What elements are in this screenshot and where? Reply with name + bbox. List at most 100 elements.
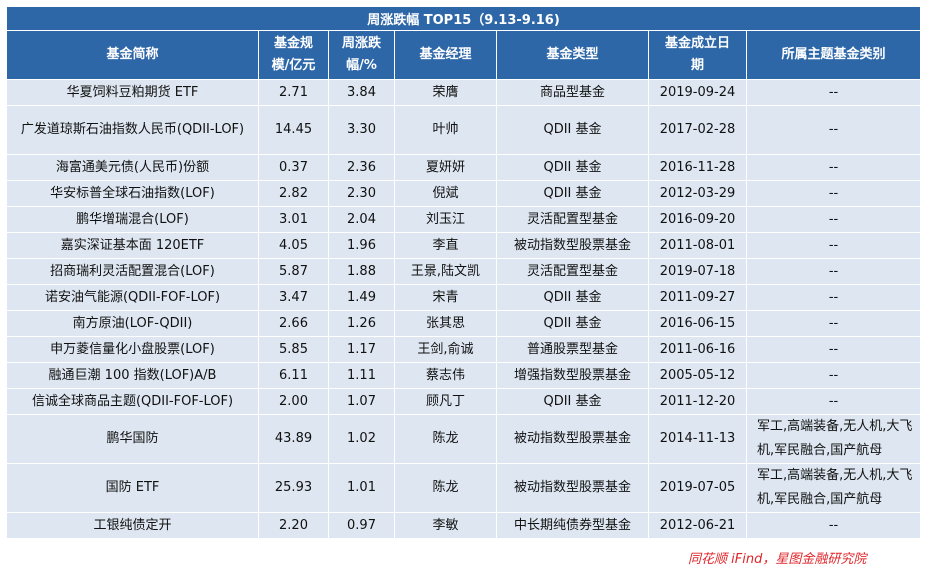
manager-cell: 李直 [394, 232, 497, 259]
fund-name-cell: 鹏华增瑞混合(LOF) [6, 206, 259, 233]
table-row: 鹏华增瑞混合(LOF) 3.01 2.04 刘玉江 灵活配置型基金 2016-09-20-… [6, 206, 922, 233]
fund-size-cell: 0.37 [258, 154, 329, 181]
theme-cell: -- [745, 79, 922, 106]
manager-cell: 夏妍妍 [394, 154, 497, 181]
fund-type-cell: 灵活配置型基金 [496, 206, 649, 233]
weekly-change-cell: 3.84 [328, 79, 395, 106]
source-note: 同花顺 iFind，星图金融研究院 [688, 552, 867, 567]
fund-name-cell: 南方原油(LOF-QDII) [6, 310, 259, 337]
manager-cell: 王剑,俞诚 [394, 336, 497, 363]
weekly-change-cell: 2.36 [328, 154, 395, 181]
fund-name-cell: 诺安油气能源(QDII-FOF-LOF) [6, 284, 259, 311]
inception-date-cell: 2011-09-27 [648, 284, 747, 311]
inception-date-cell: 2011-12-20 [648, 388, 747, 415]
table-row: 海富通美元债(人民币)份额 0.37 2.36 夏妍妍 QDII 基金 2016-11-2… [6, 154, 922, 181]
fund-type-cell: 普通股票型基金 [496, 336, 649, 363]
inception-date-cell: 2017-02-28 [648, 105, 747, 155]
fund-type-cell: QDII 基金 [496, 180, 649, 207]
theme-cell: 军工,高端装备,无人机,大飞机,军民融合,国产航母 [745, 414, 922, 464]
fund-size-cell: 2.66 [258, 310, 329, 337]
fund-table-container: 周涨跌幅 TOP15（9.13-9.16) 基金简称 基金规 模/亿元 周涨跌 幅/… [5, 6, 922, 539]
fund-name-cell: 申万菱信量化小盘股票(LOF) [6, 336, 259, 363]
fund-name-cell: 国防 ETF [6, 463, 259, 513]
theme-cell: -- [745, 284, 922, 311]
inception-date-cell: 2014-11-13 [648, 414, 747, 464]
manager-cell: 宋青 [394, 284, 497, 311]
header-weekly-change: 周涨跌 幅/% [328, 30, 395, 80]
table-row: 华夏饲料豆粕期货 ETF 2.71 3.84 荣膺 商品型基金 2019-09-24 -- [6, 79, 922, 106]
weekly-change-cell: 3.30 [328, 105, 395, 155]
fund-name-cell: 嘉实深证基本面 120ETF [6, 232, 259, 259]
weekly-change-cell: 1.11 [328, 362, 395, 389]
table-row: 申万菱信量化小盘股票(LOF) 5.85 1.17 王剑,俞诚 普通股票型基金 2011-… [6, 336, 922, 363]
theme-cell: -- [745, 362, 922, 389]
weekly-change-cell: 0.97 [328, 512, 395, 539]
table-row: 华安标普全球石油指数(LOF) 2.82 2.30 倪斌 QDII 基金 2012-03-… [6, 180, 922, 207]
theme-cell: 军工,高端装备,无人机,大飞机,军民融合,国产航母 [745, 463, 922, 513]
manager-cell: 王景,陆文凯 [394, 258, 497, 285]
header-fund-size: 基金规 模/亿元 [258, 30, 329, 80]
fund-type-cell: 被动指数型股票基金 [496, 414, 649, 464]
manager-cell: 刘玉江 [394, 206, 497, 233]
fund-size-cell: 2.82 [258, 180, 329, 207]
inception-date-cell: 2019-07-18 [648, 258, 747, 285]
weekly-change-cell: 1.07 [328, 388, 395, 415]
fund-size-cell: 2.20 [258, 512, 329, 539]
manager-cell: 倪斌 [394, 180, 497, 207]
weekly-change-cell: 2.30 [328, 180, 395, 207]
theme-cell: -- [745, 206, 922, 233]
fund-size-cell: 5.87 [258, 258, 329, 285]
fund-size-cell: 2.71 [258, 79, 329, 106]
weekly-change-cell: 1.96 [328, 232, 395, 259]
weekly-change-cell: 1.26 [328, 310, 395, 337]
table-row: 国防 ETF 25.93 1.01 陈龙 被动指数型股票基金 2019-07-05 军工,高… [6, 463, 922, 513]
weekly-change-cell: 1.02 [328, 414, 395, 464]
header-inception-date: 基金成立日期 [648, 30, 747, 80]
fund-name-cell: 华夏饲料豆粕期货 ETF [6, 79, 259, 106]
theme-cell: -- [745, 154, 922, 181]
manager-cell: 张其思 [394, 310, 497, 337]
fund-type-cell: QDII 基金 [496, 284, 649, 311]
table-row: 招商瑞利灵活配置混合(LOF) 5.87 1.88 王景,陆文凯 灵活配置型基金 2019… [6, 258, 922, 285]
inception-date-cell: 2011-06-16 [648, 336, 747, 363]
fund-size-cell: 3.01 [258, 206, 329, 233]
header-fund-name: 基金简称 [6, 30, 259, 80]
fund-type-cell: 商品型基金 [496, 79, 649, 106]
fund-type-cell: 中长期纯债券型基金 [496, 512, 649, 539]
theme-cell: -- [745, 310, 922, 337]
table-row: 鹏华国防 43.89 1.02 陈龙 被动指数型股票基金 2014-11-13 军工,高端装… [6, 414, 922, 464]
weekly-change-cell: 1.17 [328, 336, 395, 363]
theme-cell: -- [745, 258, 922, 285]
theme-cell: -- [745, 180, 922, 207]
fund-type-cell: QDII 基金 [496, 388, 649, 415]
manager-cell: 陈龙 [394, 463, 497, 513]
header-manager: 基金经理 [394, 30, 497, 80]
fund-name-cell: 海富通美元债(人民币)份额 [6, 154, 259, 181]
table-row: 融通巨潮 100 指数(LOF)A/B 6.11 1.11 蔡志伟 增强指数型股票基金 2… [6, 362, 922, 389]
fund-size-cell: 6.11 [258, 362, 329, 389]
table-title: 周涨跌幅 TOP15（9.13-9.16) [5, 6, 922, 31]
fund-size-cell: 4.05 [258, 232, 329, 259]
fund-name-cell: 鹏华国防 [6, 414, 259, 464]
weekly-change-cell: 1.49 [328, 284, 395, 311]
fund-name-cell: 广发道琼斯石油指数人民币(QDII-LOF) [6, 105, 259, 155]
manager-cell: 叶帅 [394, 105, 497, 155]
header-row: 基金简称 基金规 模/亿元 周涨跌 幅/% 基金经理 基金类型 基金成立日期 所属主… [6, 30, 922, 80]
table-body: 华夏饲料豆粕期货 ETF 2.71 3.84 荣膺 商品型基金 2019-09-24 -- 广… [6, 79, 922, 539]
theme-cell: -- [745, 388, 922, 415]
fund-type-cell: 被动指数型股票基金 [496, 463, 649, 513]
theme-cell: -- [745, 336, 922, 363]
fund-type-cell: QDII 基金 [496, 105, 649, 155]
manager-cell: 李敏 [394, 512, 497, 539]
fund-type-cell: QDII 基金 [496, 154, 649, 181]
inception-date-cell: 2005-05-12 [648, 362, 747, 389]
inception-date-cell: 2016-09-20 [648, 206, 747, 233]
fund-type-cell: 灵活配置型基金 [496, 258, 649, 285]
fund-name-cell: 华安标普全球石油指数(LOF) [6, 180, 259, 207]
table-row: 南方原油(LOF-QDII) 2.66 1.26 张其思 QDII 基金 2016-06-… [6, 310, 922, 337]
table-row: 工银纯债定开 2.20 0.97 李敏 中长期纯债券型基金 2012-06-21 -- [6, 512, 922, 539]
table-row: 广发道琼斯石油指数人民币(QDII-LOF) 14.45 3.30 叶帅 QDII 基金… [6, 105, 922, 155]
inception-date-cell: 2019-09-24 [648, 79, 747, 106]
weekly-change-cell: 2.04 [328, 206, 395, 233]
inception-date-cell: 2019-07-05 [648, 463, 747, 513]
